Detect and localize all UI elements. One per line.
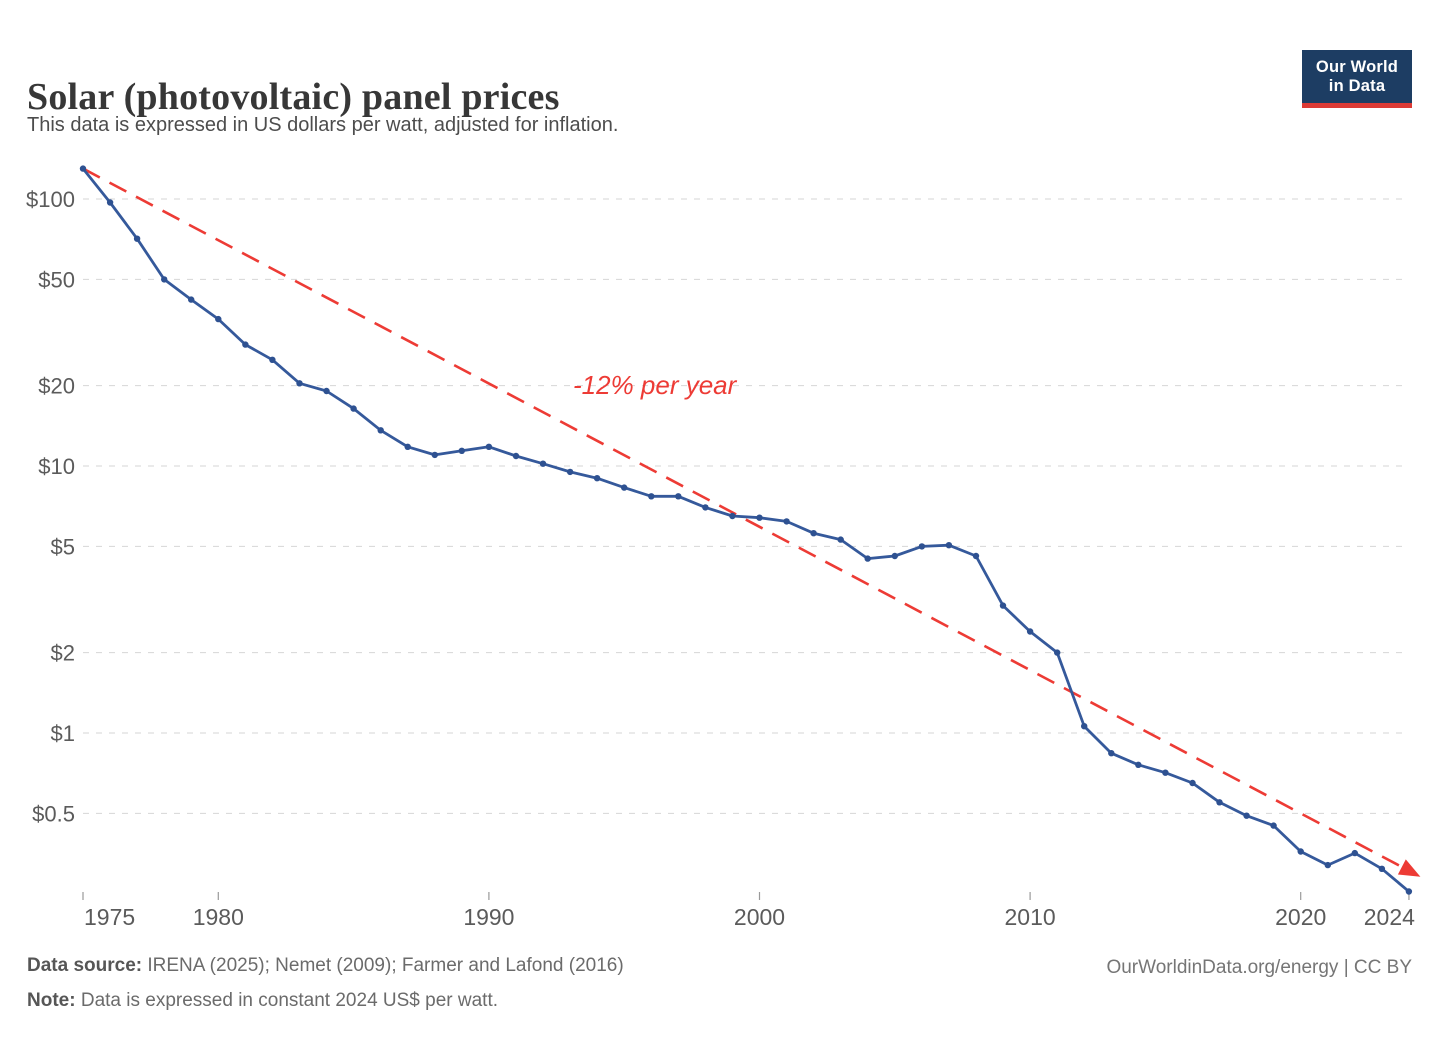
data-point[interactable] <box>1243 812 1250 819</box>
data-point[interactable] <box>1378 865 1386 872</box>
y-axis-tick-label: $1 <box>51 721 75 746</box>
data-point[interactable] <box>350 405 357 412</box>
data-point[interactable] <box>972 552 980 560</box>
x-axis-tick-label: 2020 <box>1275 904 1326 930</box>
data-point[interactable] <box>593 475 601 482</box>
price-series-line <box>81 167 1411 893</box>
data-point[interactable] <box>106 199 114 206</box>
footer-left: Data source: IRENA (2025); Nemet (2009);… <box>27 955 624 1025</box>
data-point[interactable] <box>161 276 168 283</box>
data-point[interactable] <box>1216 799 1223 806</box>
data-point[interactable] <box>296 380 303 387</box>
data-point[interactable] <box>485 443 493 450</box>
owid-logo[interactable]: Our World in Data <box>1302 50 1412 108</box>
x-axis-tick-label: 1980 <box>193 904 244 930</box>
data-point[interactable] <box>945 542 953 549</box>
data-point[interactable] <box>215 315 222 323</box>
data-point[interactable] <box>1270 822 1277 829</box>
y-axis-tick-label: $20 <box>38 374 75 399</box>
data-point[interactable] <box>377 427 384 434</box>
page-subtitle: This data is expressed in US dollars per… <box>27 114 619 136</box>
data-point[interactable] <box>1324 861 1332 869</box>
data-point[interactable] <box>188 296 195 303</box>
y-axis-tick-label: $0.5 <box>32 801 75 826</box>
data-point[interactable] <box>864 555 871 562</box>
footer-attribution-link[interactable]: OurWorldinData.org/energy | CC BY <box>1106 957 1412 978</box>
data-point[interactable] <box>891 552 898 560</box>
data-point[interactable] <box>323 387 330 395</box>
data-point[interactable] <box>837 536 844 543</box>
note-text: Data is expressed in constant 2024 US$ p… <box>75 990 499 1011</box>
data-point[interactable] <box>810 530 817 537</box>
data-point[interactable] <box>1081 723 1088 730</box>
data-point[interactable] <box>133 235 141 242</box>
data-point[interactable] <box>566 468 574 476</box>
x-axis-tick-label: 2000 <box>734 904 785 930</box>
data-point[interactable] <box>783 518 790 525</box>
data-point[interactable] <box>621 484 628 491</box>
data-point[interactable] <box>512 452 520 460</box>
data-point[interactable] <box>539 460 547 467</box>
data-point[interactable] <box>1108 750 1115 757</box>
y-axis-tick-label: $10 <box>38 454 75 479</box>
owid-logo-line2: in Data <box>1328 76 1386 95</box>
data-point[interactable] <box>458 447 465 454</box>
data-point[interactable] <box>729 512 736 520</box>
data-point[interactable] <box>404 443 411 450</box>
data-point[interactable] <box>1189 779 1196 787</box>
data-point[interactable] <box>675 493 682 500</box>
x-axis-tick-label: 2024 <box>1364 904 1415 930</box>
data-point[interactable] <box>1297 848 1304 855</box>
y-axis-tick-label: $5 <box>51 534 75 559</box>
x-axis-tick-label: 2010 <box>1005 904 1056 930</box>
data-source-text: IRENA (2025); Nemet (2009); Farmer and L… <box>142 955 624 976</box>
page-title: Solar (photovoltaic) panel prices <box>27 76 560 119</box>
data-point[interactable] <box>242 341 249 348</box>
data-point[interactable] <box>918 543 926 550</box>
data-point[interactable] <box>1054 649 1061 656</box>
data-point[interactable] <box>431 451 438 459</box>
data-point[interactable] <box>648 493 655 500</box>
data-source-line: Data source: IRENA (2025); Nemet (2009);… <box>27 955 624 977</box>
trend-annotation: -12% per year <box>573 370 737 400</box>
owid-logo-line1: Our World <box>1315 57 1399 76</box>
y-axis-tick-label: $100 <box>26 187 75 212</box>
trend-line <box>82 167 1410 872</box>
data-point[interactable] <box>1162 769 1169 776</box>
note-label: Note: <box>27 990 76 1011</box>
data-point[interactable] <box>702 504 709 511</box>
data-point[interactable] <box>1405 888 1413 895</box>
y-axis-tick-label: $50 <box>38 267 75 292</box>
data-point[interactable] <box>1135 761 1142 768</box>
line-chart-canvas: $100 $50 $20 $10 $5 $2 $1 $0.5 1975 1980 1990 2000 2… <box>26 165 1421 930</box>
x-axis-tick-label: 1975 <box>84 904 135 930</box>
y-axis-tick-label: $2 <box>51 641 75 666</box>
trend-arrowhead-icon <box>1397 859 1421 877</box>
x-axis-tick-label: 1990 <box>463 904 514 930</box>
data-point[interactable] <box>269 356 276 363</box>
note-line: Note: Data is expressed in constant 2024… <box>27 990 624 1012</box>
data-point[interactable] <box>1351 849 1359 857</box>
data-point[interactable] <box>1026 628 1034 635</box>
data-source-label: Data source: <box>27 955 143 976</box>
data-point[interactable] <box>999 602 1007 609</box>
data-point[interactable] <box>79 165 87 172</box>
data-point[interactable] <box>756 514 763 521</box>
